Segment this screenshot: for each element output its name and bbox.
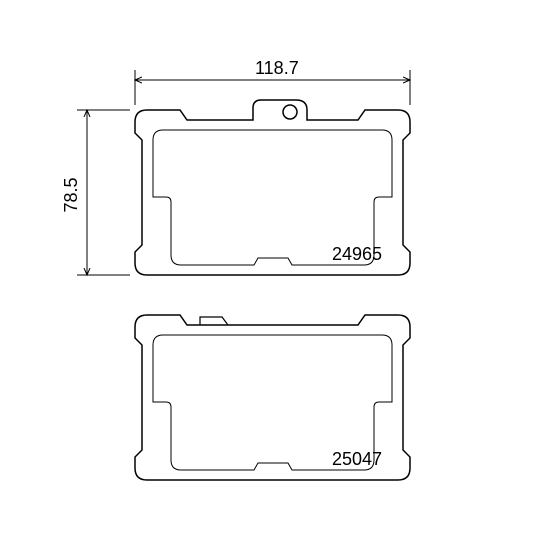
brake-pad-bottom: 25047: [135, 315, 410, 480]
technical-drawing-svg: 118.7 78.5 24965 25047: [0, 0, 540, 540]
bottom-part-number: 25047: [332, 449, 382, 469]
top-part-number: 24965: [332, 244, 382, 264]
height-value: 78.5: [61, 177, 81, 212]
width-dimension: 118.7: [135, 58, 410, 105]
height-dimension: 78.5: [61, 110, 130, 275]
width-value: 118.7: [255, 58, 299, 78]
brake-pad-diagram: { "dimensions": { "width_label": "118.7"…: [0, 0, 540, 540]
brake-pad-top: 24965: [135, 100, 410, 275]
